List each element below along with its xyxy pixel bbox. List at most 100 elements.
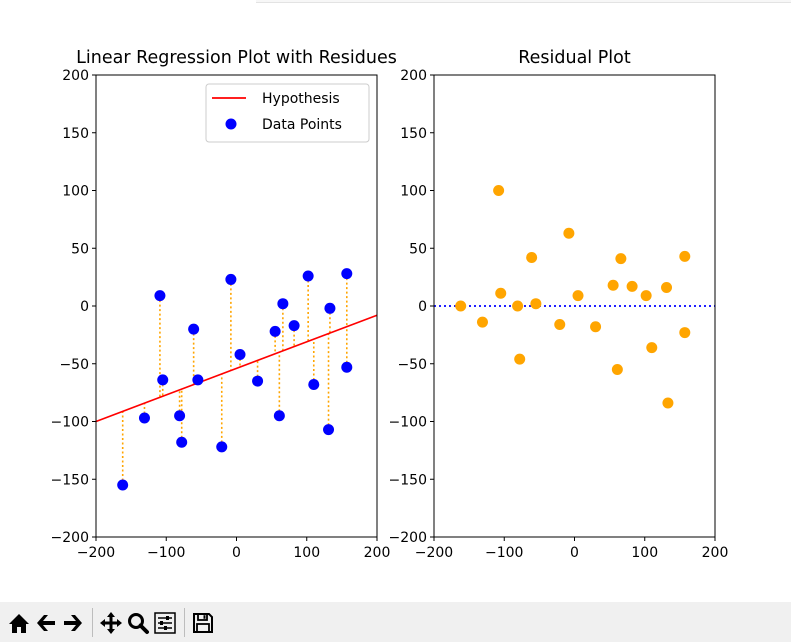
- regression-plot-y-tick-label: −200: [51, 530, 89, 546]
- residual-point: [526, 251, 538, 263]
- data-point: [302, 270, 314, 282]
- navigation-toolbar: [0, 602, 791, 642]
- residual-point: [626, 280, 638, 292]
- back-button[interactable]: [32, 609, 59, 636]
- legend-box: [205, 83, 370, 143]
- regression-plot-y-tick-label: 0: [80, 299, 89, 315]
- residual-plot-x-tick-label: 0: [570, 545, 579, 561]
- residual-point: [554, 318, 566, 330]
- residual-point: [611, 364, 623, 376]
- legend: Hypothesis Data Points: [205, 83, 370, 143]
- window-top-strip: [256, 0, 791, 3]
- residual-plot: −200 −100 0 100 200 −200 −150 −100 −50 0 50 100 150 2…: [389, 48, 729, 561]
- regression-plot-y-tick-label: −50: [59, 357, 89, 373]
- data-point: [273, 410, 285, 422]
- residual-plot-y-tick-label: −100: [389, 415, 427, 431]
- residual-plot-title: Residual Plot: [518, 48, 631, 68]
- residual-point: [662, 397, 674, 409]
- regression-plot-x-tick-label: −100: [147, 545, 185, 561]
- legend-points-swatch: [225, 118, 237, 130]
- data-point: [138, 412, 150, 424]
- data-point: [192, 374, 204, 386]
- residual-plot-x-tick-label: −100: [485, 545, 523, 561]
- data-point: [269, 325, 281, 337]
- data-point: [174, 410, 186, 422]
- data-point: [234, 349, 246, 361]
- home-button[interactable]: [5, 609, 32, 636]
- regression-plot-y-tick-label: 150: [62, 126, 89, 142]
- regression-plot-y-tick-label: 100: [62, 184, 89, 200]
- residual-point: [476, 316, 488, 328]
- data-point: [252, 375, 264, 387]
- residual-point: [455, 300, 467, 312]
- residual-plot-x-tick-label: −200: [415, 545, 453, 561]
- residual-point: [646, 342, 658, 354]
- residual-point: [640, 290, 652, 302]
- regression-plot-title: Linear Regression Plot with Residues: [76, 48, 397, 68]
- regression-plot-y-tick-label: 200: [62, 68, 89, 84]
- hypothesis-line: [95, 314, 378, 423]
- pan-button[interactable]: [97, 609, 124, 636]
- legend-hypothesis-label: Hypothesis: [262, 91, 340, 107]
- residual-point: [563, 227, 575, 239]
- residual-point: [572, 290, 584, 302]
- save-button[interactable]: [189, 609, 216, 636]
- residual-plot-y-tick-label: 200: [400, 68, 427, 84]
- regression-plot-y-tick-label: 50: [71, 241, 89, 257]
- regression-plot-x-tick-label: −200: [77, 545, 115, 561]
- data-point: [341, 361, 353, 373]
- data-point: [288, 320, 300, 332]
- data-point: [324, 302, 336, 314]
- residual-plot-y-tick-label: 50: [409, 241, 427, 257]
- residual-plot-y-tick-label: 150: [400, 126, 427, 142]
- residual-point: [512, 300, 524, 312]
- residual-point: [590, 321, 602, 333]
- arrow-right-icon: [63, 614, 82, 631]
- residual-plot-y-tick-label: −150: [389, 472, 427, 488]
- move-icon: [99, 611, 122, 634]
- data-point: [154, 290, 166, 302]
- data-point: [157, 374, 169, 386]
- residual-plot-y-tick-label: 0: [418, 299, 427, 315]
- configure-subplots-button[interactable]: [151, 609, 178, 636]
- data-point: [188, 323, 200, 335]
- toolbar-separator: [184, 608, 185, 637]
- residual-point: [495, 287, 507, 299]
- residual-point: [679, 250, 691, 262]
- data-point: [176, 436, 188, 448]
- residual-plot-y-tick-label: −200: [389, 530, 427, 546]
- regression-plot-x-tick-label: 100: [293, 545, 320, 561]
- data-point: [117, 479, 129, 491]
- residual-point: [514, 353, 526, 365]
- data-point: [341, 268, 353, 280]
- residual-plot-y-tick-label: 100: [400, 184, 427, 200]
- magnifier-icon: [127, 612, 149, 634]
- figure-canvas: −200 −100 0 100 200−200−150−100−500501001502…: [51, 48, 729, 561]
- regression-plot-x-tick-label: 0: [232, 545, 241, 561]
- data-point: [323, 424, 335, 436]
- sliders-icon: [153, 611, 176, 634]
- residual-point: [615, 253, 627, 265]
- floppy-disk-icon: [192, 612, 213, 633]
- residual-point: [661, 282, 673, 294]
- residual-point: [530, 298, 542, 310]
- residual-point: [493, 185, 505, 196]
- data-point: [308, 379, 320, 391]
- residual-point: [607, 279, 619, 291]
- data-point: [216, 441, 228, 453]
- toolbar-separator: [92, 608, 93, 637]
- legend-points-label: Data Points: [262, 117, 342, 133]
- zoom-button[interactable]: [124, 609, 151, 636]
- regression-plot-x-tick-label: 200: [364, 545, 391, 561]
- forward-button[interactable]: [59, 609, 86, 636]
- regression-plot: −200 −100 0 100 200 −200 −150 −100 −50 0 50 100 150 2…: [51, 48, 397, 561]
- arrow-left-icon: [36, 614, 55, 631]
- residual-plot-y-tick-label: −50: [397, 357, 427, 373]
- data-point: [277, 298, 289, 310]
- residual-plot-x-tick-label: 100: [631, 545, 658, 561]
- regression-plot-y-tick-label: −150: [51, 472, 89, 488]
- residual-point: [679, 327, 691, 339]
- home-icon: [8, 613, 29, 633]
- regression-plot-y-tick-label: −100: [51, 415, 89, 431]
- residual-plot-x-tick-label: 200: [702, 545, 729, 561]
